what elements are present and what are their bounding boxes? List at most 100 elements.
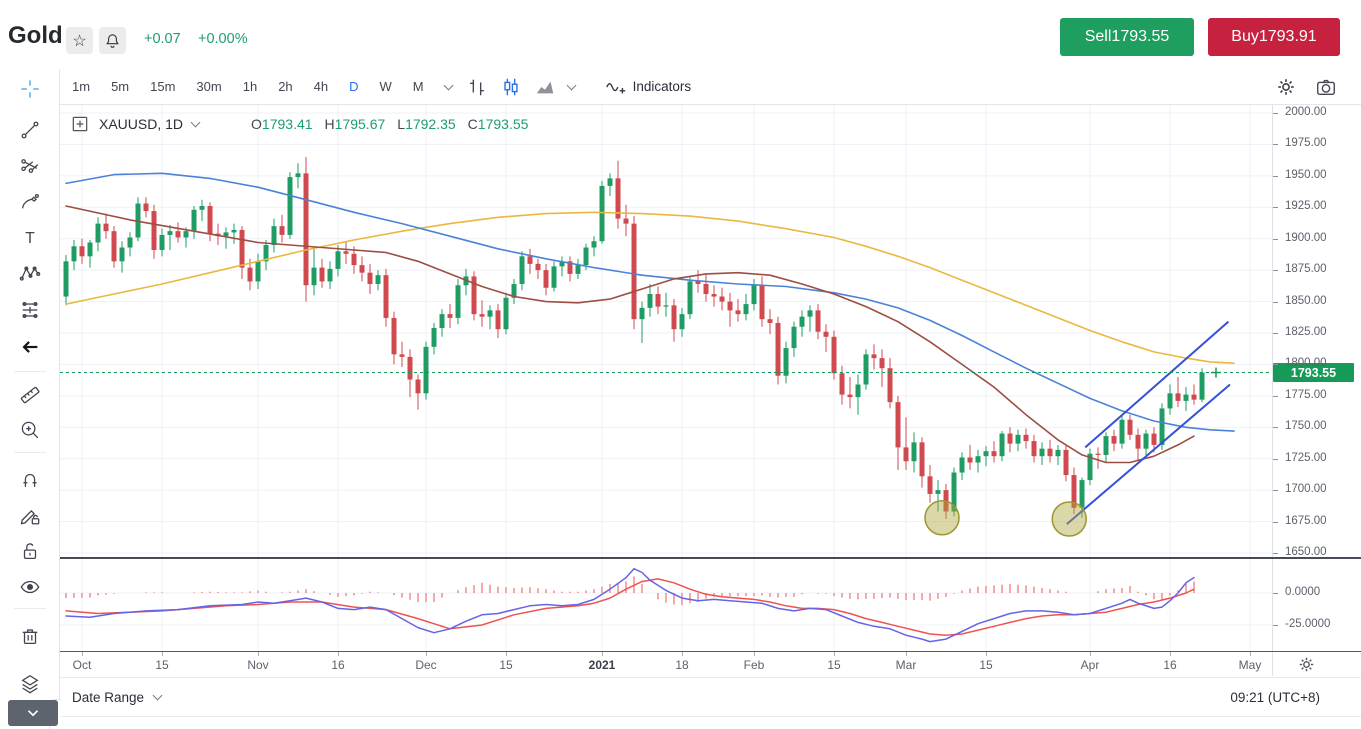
timeframe-more-chevron-icon[interactable] [443, 80, 454, 90]
tool-layers-icon[interactable] [19, 673, 41, 695]
price-axis-tick: 1900.00 [1285, 231, 1327, 244]
area-chart-type-icon[interactable] [534, 76, 556, 98]
tool-position-icon[interactable] [19, 299, 41, 321]
add-symbol-plus-icon[interactable] [70, 114, 90, 134]
price-axis-tick: 1800.00 [1285, 357, 1327, 370]
time-axis-tickmark [906, 652, 907, 656]
buy-button[interactable]: Buy 1793.91 [1208, 18, 1340, 56]
ohlc-values: O 1793.41 H 1795.67 L 1792.35 C 1793.55 [239, 116, 528, 132]
tool-crosshair-icon[interactable] [19, 78, 41, 100]
time-axis-tickmark [1090, 652, 1091, 656]
time-axis-tick: 15 [499, 658, 513, 672]
snapshot-camera-icon[interactable] [1315, 76, 1337, 98]
macd-pane [65, 576, 1195, 606]
price-axis-tickmark [1273, 301, 1278, 303]
timeframe-W[interactable]: W [379, 78, 392, 94]
candlestick-chart-type-icon[interactable] [500, 76, 522, 98]
ohlc-value: 1793.55 [477, 116, 529, 132]
time-axis-tick: 16 [1163, 658, 1177, 672]
timeframe-5m[interactable]: 5m [111, 78, 130, 94]
ma-fast-line [65, 205, 1195, 464]
bottom-bar: Date Range 09:21 (UTC+8) [0, 677, 1361, 717]
timeframe-1h[interactable]: 1h [242, 78, 258, 94]
price-axis-tickmark [1273, 490, 1278, 492]
indicators-button[interactable]: Indicators [605, 76, 691, 98]
sidebar-more-button[interactable] [8, 700, 58, 726]
tool-ruler-icon[interactable] [19, 383, 41, 405]
price-axis-tickmark [1273, 364, 1278, 366]
tool-brush-icon[interactable] [19, 191, 41, 213]
ohlc-key: O [251, 116, 262, 132]
symbol-chevron-icon[interactable] [190, 117, 201, 128]
clock-timezone: 09:21 (UTC+8) [1230, 689, 1320, 705]
price-axis-tickmark [1273, 144, 1278, 146]
tool-arrow-left-icon[interactable] [19, 336, 41, 358]
chart-type-chevron-icon[interactable] [566, 80, 577, 90]
timeframe-4h[interactable]: 4h [313, 78, 329, 94]
bell-icon [106, 34, 119, 48]
last-price-label: 1793.55 [1273, 363, 1354, 383]
timeframe-15m[interactable]: 15m [150, 78, 176, 94]
sell-button[interactable]: Sell 1793.55 [1060, 18, 1194, 56]
macd-axis-tick: -25.0000 [1285, 618, 1331, 630]
macd-axis-tickmark [1273, 625, 1278, 626]
tool-text-icon[interactable]: T [19, 227, 41, 249]
time-axis-tickmark [682, 652, 683, 656]
price-axis[interactable]: 1793.55 2000.00 1975.00 1950.00 1925.00 1900… [1272, 105, 1361, 651]
time-axis-tick: May [1238, 658, 1262, 672]
time-axis-tickmark [1170, 652, 1171, 656]
time-axis-tickmark [426, 652, 427, 656]
macd-line [65, 567, 1195, 643]
timeframe-D[interactable]: D [349, 78, 359, 94]
price-axis-tick: 1925.00 [1285, 200, 1327, 213]
time-axis-tickmark [754, 652, 755, 656]
tool-eye-icon[interactable] [19, 576, 41, 598]
price-axis-tickmark [1273, 207, 1278, 209]
price-axis-tickmark [1273, 458, 1278, 460]
sidebar-separator [14, 371, 46, 372]
time-axis-tickmark [258, 652, 259, 656]
chart-settings-gear-icon[interactable] [1275, 76, 1297, 98]
tool-magnet-icon[interactable] [19, 469, 41, 491]
star-icon: ☆ [72, 32, 87, 50]
pane-divider[interactable] [60, 557, 1361, 559]
price-axis-tick: 1950.00 [1285, 168, 1327, 181]
time-axis-tickmark [986, 652, 987, 656]
timeframe-2h[interactable]: 2h [278, 78, 293, 94]
timeframe-M[interactable]: M [412, 78, 424, 94]
time-axis-tickmark [506, 652, 507, 656]
tool-trend-line-icon[interactable] [19, 119, 41, 141]
timezone-settings-gear-icon[interactable] [1297, 655, 1316, 674]
tool-drawing-lock-icon[interactable] [19, 505, 41, 527]
time-axis-tick: Mar [895, 658, 917, 672]
candles-group [63, 157, 1205, 520]
time-axis[interactable]: Oct 15 Nov 16 Dec 15 2021 18 Feb 15 Mar 15 Apr 16 May [60, 652, 1272, 676]
bar-chart-type-icon[interactable] [466, 76, 488, 98]
time-axis-tick: 15 [979, 658, 993, 672]
tool-gann-icon[interactable] [19, 155, 41, 177]
macd-axis-tickmark [1273, 593, 1278, 594]
chevron-down-icon [27, 710, 39, 717]
ohlc-value: 1795.67 [334, 116, 386, 132]
ohlc-key: C [467, 116, 478, 132]
tool-unlock-icon[interactable] [19, 540, 41, 562]
tool-zoom-in-icon[interactable] [19, 419, 41, 441]
time-axis-tickmark [162, 652, 163, 656]
price-axis-tickmark [1273, 427, 1278, 429]
tool-xabcd-pattern-icon[interactable] [19, 263, 41, 285]
ma-slow-line [65, 211, 1235, 365]
price-axis-tickmark [1273, 521, 1278, 523]
price-change: +0.07 [144, 31, 181, 47]
alert-button[interactable] [99, 27, 126, 54]
timeframe-30m[interactable]: 30m [196, 78, 222, 94]
favorite-button[interactable]: ☆ [66, 27, 93, 54]
date-range-dropdown[interactable]: Date Range [72, 678, 163, 716]
axis-corner [1272, 652, 1361, 676]
tool-trash-icon[interactable] [19, 625, 41, 647]
grid-lines [60, 105, 1272, 651]
timeframe-1m[interactable]: 1m [72, 78, 91, 94]
symbol-name[interactable]: XAUUSD, 1D [99, 116, 184, 132]
current-price-line [60, 367, 1272, 378]
